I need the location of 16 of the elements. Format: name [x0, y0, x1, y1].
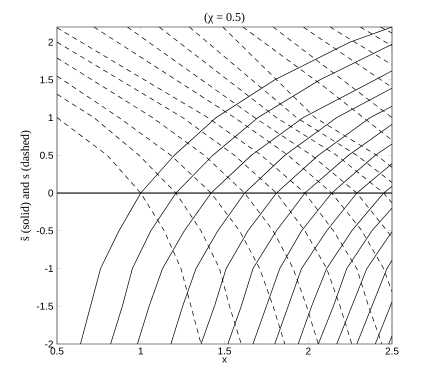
y-tick-label: -1.5: [36, 302, 54, 310]
y-tick-label: -0.5: [36, 227, 54, 234]
chart-title: (χ = 0.5): [204, 12, 244, 24]
y-tick-label: 1: [48, 114, 53, 121]
x-tick-label: 2: [306, 348, 311, 354]
x-tick-label: 1.5: [218, 348, 232, 354]
y-tick-label: 1.5: [40, 76, 54, 84]
x-tick-label: 1: [138, 348, 144, 354]
y-tick-label: -2: [45, 340, 53, 348]
x-axis-title: x: [222, 357, 227, 363]
y-tick-label: 2: [48, 38, 53, 46]
y-tick-label: 0: [48, 190, 54, 197]
y-tick-label: -1: [45, 265, 53, 272]
y-tick-label: 0.5: [40, 152, 54, 159]
x-tick-label: 2.5: [386, 348, 399, 355]
y-axis-title: ŝ (solid) and s (dashed): [20, 130, 32, 241]
